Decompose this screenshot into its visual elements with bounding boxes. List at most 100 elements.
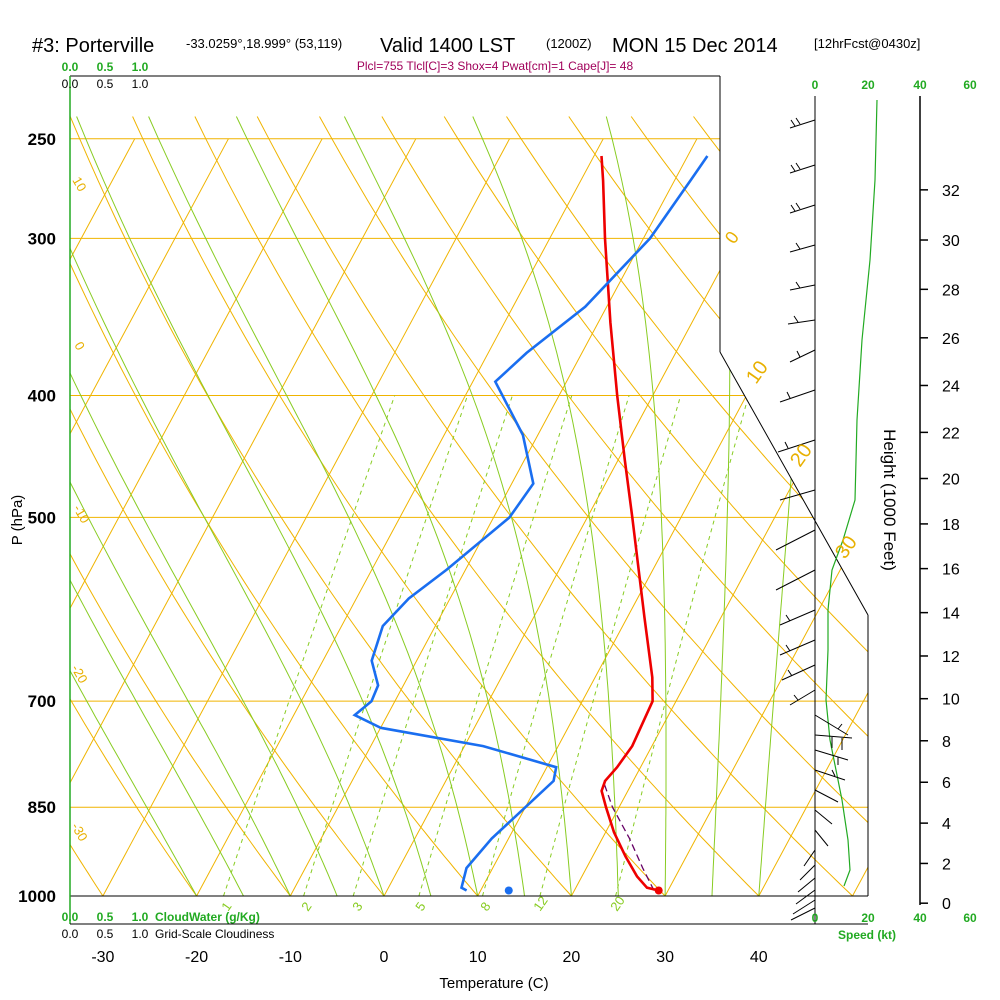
cloudiness-tick-top: 0.0 bbox=[62, 77, 79, 91]
isotherm-line bbox=[289, 138, 698, 896]
plot-frame bbox=[69, 75, 921, 925]
pressure-tick-label: 1000 bbox=[18, 887, 56, 906]
height-tick-label: 30 bbox=[942, 233, 960, 250]
isotherm-label: 0 bbox=[721, 228, 743, 248]
cloudiness-tick-bottom: 0.0 bbox=[62, 927, 79, 941]
wind-barb bbox=[777, 439, 816, 453]
temperature-line bbox=[600, 155, 660, 892]
speed-tick-bottom: 40 bbox=[913, 911, 927, 925]
dewpoint-line bbox=[352, 155, 709, 892]
height-tick-label: 4 bbox=[942, 816, 951, 833]
wind-speed-curve bbox=[825, 99, 878, 887]
wind-barb bbox=[795, 889, 816, 905]
mixing-ratio-line bbox=[418, 395, 573, 896]
dry-adiabat-line bbox=[132, 116, 692, 896]
frame-slant bbox=[719, 351, 869, 616]
isotherm-line bbox=[70, 138, 323, 896]
wind-barb bbox=[814, 714, 849, 736]
mixing-ratio-label: 5 bbox=[412, 899, 428, 914]
height-tick-label: 12 bbox=[942, 649, 960, 666]
x-tick-label: 40 bbox=[750, 949, 768, 966]
height-tick-label: 0 bbox=[942, 896, 951, 913]
moist-adiabat-line bbox=[148, 116, 479, 896]
forecast-label: [12hrFcst@0430z] bbox=[814, 36, 920, 51]
wind-barb bbox=[790, 907, 816, 921]
wind-barb bbox=[775, 569, 816, 591]
wind-barb bbox=[779, 639, 816, 656]
moist-adiabat-line bbox=[70, 116, 385, 896]
wind-barb bbox=[814, 809, 833, 825]
sounding-curves bbox=[352, 155, 709, 895]
valid-date: MON 15 Dec 2014 bbox=[612, 35, 778, 57]
mixing-ratio-line bbox=[539, 395, 682, 896]
mixing-ratio-line bbox=[482, 395, 630, 896]
height-tick-label: 16 bbox=[942, 562, 960, 579]
wind-barb bbox=[775, 529, 816, 551]
height-tick-label: 14 bbox=[942, 606, 960, 623]
speed-tick-top: 0 bbox=[812, 78, 819, 92]
isotherm-label: 20 bbox=[786, 440, 817, 471]
cloudiness-tick-top: 0.5 bbox=[97, 77, 114, 91]
axis-labels: -30 -20 -10 0 10 20 30 402503004005007008501000… bbox=[18, 60, 977, 966]
parcel-path-line bbox=[602, 780, 655, 891]
dry-adiabat-line bbox=[319, 116, 868, 896]
dry-adiabat-label: -10 bbox=[70, 502, 92, 526]
pressure-tick-label: 850 bbox=[28, 798, 56, 817]
x-tick-label: 30 bbox=[656, 949, 674, 966]
cloudiness-tick-bottom: 1.0 bbox=[132, 927, 149, 941]
mixing-ratio-label: 8 bbox=[477, 899, 493, 914]
height-tick-label: 20 bbox=[942, 472, 960, 489]
pressure-tick-label: 250 bbox=[28, 130, 56, 149]
surface-temperature-point bbox=[654, 886, 663, 895]
isotherm-line bbox=[70, 138, 229, 896]
speed-tick-bottom: 0 bbox=[812, 911, 819, 925]
wind-barb bbox=[792, 899, 816, 915]
wind-barb bbox=[779, 389, 816, 403]
pressure-tick-label: 700 bbox=[28, 692, 56, 711]
dry-adiabat-line bbox=[506, 116, 868, 896]
wind-barb bbox=[814, 734, 853, 750]
wind-barb bbox=[789, 349, 816, 363]
wind-panel bbox=[775, 99, 878, 921]
isotherm-line bbox=[102, 138, 510, 896]
wind-barb bbox=[789, 689, 816, 706]
cloudwater-tick-bottom: 1.0 bbox=[132, 910, 149, 924]
cloudwater-tick-bottom: 0.5 bbox=[97, 910, 114, 924]
pressure-tick-label: 400 bbox=[28, 387, 56, 406]
dry-adiabat-line bbox=[70, 116, 217, 896]
wind-barb bbox=[789, 281, 816, 291]
speed-tick-top: 60 bbox=[963, 78, 977, 92]
speed-tick-top: 40 bbox=[913, 78, 927, 92]
x-tick-label: 20 bbox=[563, 949, 581, 966]
height-tick-label: 26 bbox=[942, 331, 960, 348]
x-tick-label: 0 bbox=[380, 949, 389, 966]
station-coords: -33.0259°,18.999° (53,119) bbox=[186, 36, 342, 51]
y-axis-title: P (hPa) bbox=[9, 495, 26, 546]
mixing-ratio-label: 12 bbox=[530, 893, 551, 913]
dry-adiabat-line bbox=[256, 116, 868, 896]
height-tick-label: 28 bbox=[942, 282, 960, 299]
cloudwater-tick-top: 1.0 bbox=[132, 60, 149, 74]
x-tick-label: -20 bbox=[185, 949, 208, 966]
moist-adiabat-line bbox=[76, 116, 432, 896]
wind-barb bbox=[814, 769, 846, 781]
wind-barb bbox=[789, 117, 816, 129]
mixing-ratio-line bbox=[303, 395, 468, 896]
cloudwater-label: CloudWater (g/Kg) bbox=[155, 910, 260, 924]
moist-adiabat-line bbox=[605, 116, 667, 896]
moist-adiabat-line bbox=[472, 116, 619, 896]
x-tick-label: -10 bbox=[279, 949, 302, 966]
dry-adiabat-line bbox=[70, 116, 406, 896]
isotherm-label: 10 bbox=[742, 357, 773, 388]
cloudwater-tick-top: 0.5 bbox=[97, 60, 114, 74]
speed-tick-bottom: 20 bbox=[861, 911, 875, 925]
dry-adiabat-line bbox=[70, 116, 596, 896]
mixing-ratio-label: 20 bbox=[607, 893, 628, 913]
x-tick-label: 10 bbox=[469, 949, 487, 966]
isotherm-line bbox=[758, 138, 868, 896]
cloudwater-tick-bottom: 0.0 bbox=[62, 910, 79, 924]
pressure-tick-label: 300 bbox=[28, 229, 56, 248]
wind-barb bbox=[803, 849, 816, 867]
height-tick-label: 8 bbox=[942, 734, 951, 751]
